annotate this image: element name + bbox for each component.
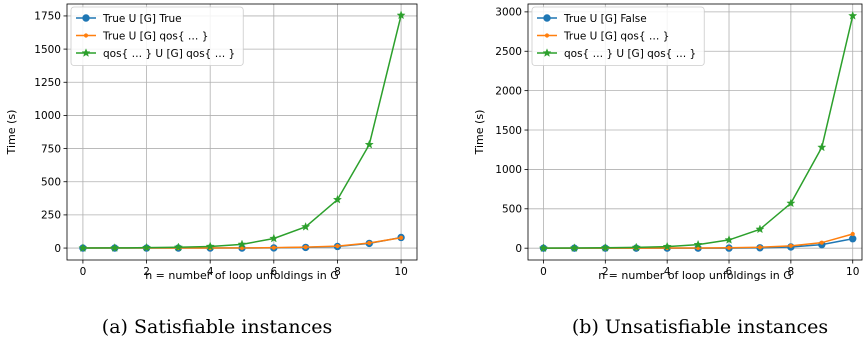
data-point: [271, 245, 276, 250]
data-point: [364, 139, 374, 149]
data-point: [332, 194, 342, 204]
data-point: [110, 243, 120, 252]
x-tick-label: 4: [664, 266, 671, 278]
series-layer: [538, 11, 858, 253]
legend-item: qos{ … } U [G] qos{ … }: [76, 48, 235, 60]
x-tick-label: 4: [207, 266, 214, 278]
caption: (a) Satisfiable instances: [102, 316, 332, 338]
data-point: [303, 245, 308, 250]
y-tick-label: 1000: [495, 164, 522, 176]
chart-unsatisfiable: 0 2 4 6 8 10 0 500 1000 1500 2000 2500 3000 n = numb…: [473, 3, 863, 338]
x-tick-label: 6: [270, 266, 277, 278]
data-point: [819, 240, 824, 245]
data-point: [398, 235, 404, 240]
y-tick-label: 1750: [34, 11, 61, 23]
y-tick-label: 2500: [495, 46, 522, 58]
legend-box: [531, 6, 705, 66]
plot-frame: [66, 3, 418, 261]
data-point: [850, 231, 855, 237]
data-point: [269, 233, 279, 243]
data-point: [396, 10, 406, 20]
data-point: [569, 243, 579, 252]
data-point: [693, 239, 703, 249]
data-point: [301, 222, 311, 231]
data-point: [173, 242, 183, 252]
legend: True U [G] True True U [G] qos{ … } qos{ ……: [70, 6, 244, 66]
data-point: [849, 235, 857, 243]
data-point: [237, 239, 247, 249]
series-line: [538, 11, 858, 253]
data-point: [848, 11, 858, 20]
data-point: [538, 243, 548, 253]
y-tick-label: 250: [41, 210, 61, 222]
data-point: [142, 242, 152, 252]
data-point: [543, 14, 551, 22]
legend-label: True U [G] False: [563, 13, 647, 25]
data-point: [786, 198, 796, 208]
legend-item: True U [G] qos{ … }: [76, 30, 208, 42]
data-point: [205, 241, 215, 251]
data-point: [788, 243, 793, 248]
chart-satisfiable: 0 2 4 6 8 10 0 250 500 750 1000 1250 1500 1750 n = nu…: [5, 3, 418, 338]
data-point: [631, 242, 641, 252]
data-point: [757, 245, 763, 250]
x-tick-label: 0: [540, 266, 547, 278]
y-tick-label: 2000: [495, 85, 522, 97]
legend-label: qos{ … } U [G] qos{ … }: [103, 48, 235, 60]
y-tick-label: 500: [502, 204, 522, 216]
x-axis-label: n = number of loop unfoldings in G: [145, 269, 339, 282]
data-point: [600, 243, 610, 252]
series-line: [78, 10, 406, 252]
x-tick-label: 2: [143, 266, 150, 278]
data-point: [544, 33, 550, 38]
legend-label: True U [G] qos{ … }: [563, 30, 669, 42]
data-point: [542, 48, 552, 57]
y-tick-label: 0: [515, 243, 522, 255]
data-point: [367, 240, 372, 246]
legend-box: [70, 6, 244, 66]
legend-item: True U [G] False: [537, 13, 647, 25]
legend-item: qos{ … } U [G] qos{ … }: [537, 48, 696, 60]
x-tick-label: 8: [788, 266, 795, 278]
y-tick-label: 1250: [34, 77, 61, 89]
data-point: [755, 224, 765, 234]
y-axis-label: Time (s): [473, 110, 486, 156]
x-tick-label: 10: [846, 266, 859, 278]
x-tick-label: 10: [394, 266, 407, 278]
y-tick-label: 3000: [495, 7, 522, 19]
series-layer: [78, 10, 406, 252]
data-point: [82, 14, 90, 22]
x-tick-label: 6: [726, 266, 733, 278]
y-tick-label: 0: [54, 243, 61, 255]
data-point: [335, 243, 340, 249]
caption: (b) Unsatisfiable instances: [572, 316, 828, 338]
x-tick-label: 8: [334, 266, 341, 278]
legend: True U [G] False True U [G] qos{ … } qos{ …: [531, 6, 705, 66]
legend-label: True U [G] True: [102, 13, 182, 25]
y-tick-label: 500: [41, 177, 61, 189]
y-tick-label: 1000: [34, 110, 61, 122]
tick-layer: 0 2 4 6 8 10 0 500 1000 1500 2000 2500 3000: [495, 7, 859, 278]
data-point: [817, 142, 827, 152]
data-point: [724, 235, 734, 244]
data-point: [726, 245, 732, 250]
legend-label: qos{ … } U [G] qos{ … }: [564, 48, 696, 60]
data-point: [662, 241, 672, 251]
x-axis-label: n = number of loop unfoldings in G: [598, 269, 792, 282]
data-point: [81, 48, 91, 57]
legend-label: True U [G] qos{ … }: [102, 30, 208, 42]
plot-frame: [527, 3, 863, 261]
y-tick-label: 1500: [495, 125, 522, 137]
data-point: [78, 243, 88, 252]
x-tick-label: 2: [602, 266, 609, 278]
tick-layer: 0 2 4 6 8 10 0 250 500 750 1000 1250 1500 1750: [34, 11, 408, 278]
y-tick-label: 1500: [34, 44, 61, 56]
y-tick-label: 750: [41, 143, 61, 155]
legend-item: True U [G] qos{ … }: [537, 30, 669, 42]
data-point: [83, 33, 89, 38]
legend-item: True U [G] True: [76, 13, 182, 25]
y-axis-label: Time (s): [5, 110, 18, 156]
x-tick-label: 0: [80, 266, 87, 278]
